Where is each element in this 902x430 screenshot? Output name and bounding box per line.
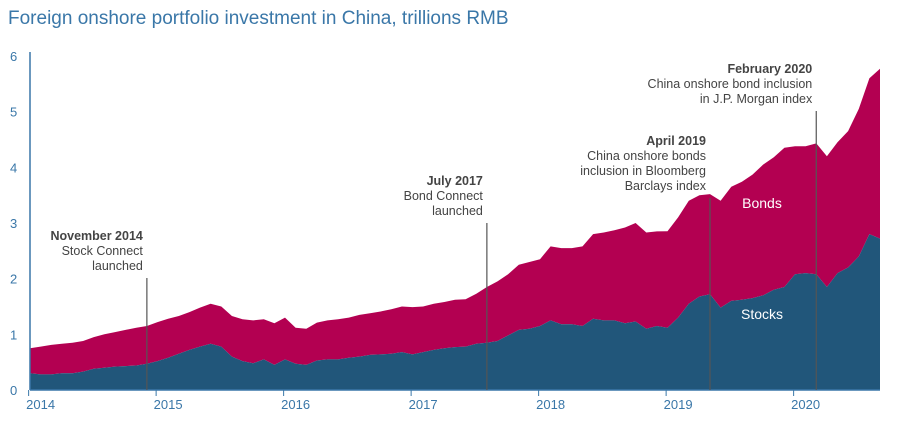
x-tick-label: 2019	[664, 397, 693, 412]
y-tick-label: 3	[10, 216, 17, 231]
bonds-area	[30, 68, 880, 375]
annotation-text: Bond Connect	[404, 189, 484, 203]
y-tick-label: 6	[10, 49, 17, 64]
annotation-title: November 2014	[50, 229, 142, 243]
y-tick-label: 0	[10, 383, 17, 398]
annotation-title: April 2019	[646, 134, 706, 148]
chart-title: Foreign onshore portfolio investment in …	[8, 8, 509, 29]
x-tick-label: 2015	[154, 397, 183, 412]
y-tick-label: 4	[10, 160, 17, 175]
annotation-text: launched	[92, 259, 143, 273]
y-tick-label: 5	[10, 105, 17, 120]
y-tick-label: 1	[10, 327, 17, 342]
annotation-text: Stock Connect	[62, 244, 144, 258]
x-tick-label: 2020	[791, 397, 820, 412]
bonds-label: Bonds	[742, 195, 782, 211]
annotation-text: Barclays index	[625, 179, 707, 193]
x-tick-label: 2014	[26, 397, 55, 412]
annotation-text: inclusion in Bloomberg	[580, 164, 706, 178]
stocks-area	[30, 234, 880, 390]
annotation-text: China onshore bond inclusion	[648, 77, 813, 91]
annotation-title: February 2020	[727, 62, 812, 76]
stocks-label: Stocks	[741, 306, 783, 322]
x-tick-label: 2018	[536, 397, 565, 412]
annotation-title: July 2017	[427, 174, 483, 188]
annotation-text: China onshore bonds	[587, 149, 706, 163]
x-tick-label: 2016	[281, 397, 310, 412]
y-tick-label: 2	[10, 272, 17, 287]
annotation-text: in J.P. Morgan index	[700, 92, 813, 106]
x-tick-label: 2017	[409, 397, 438, 412]
annotation-text: launched	[432, 204, 483, 218]
